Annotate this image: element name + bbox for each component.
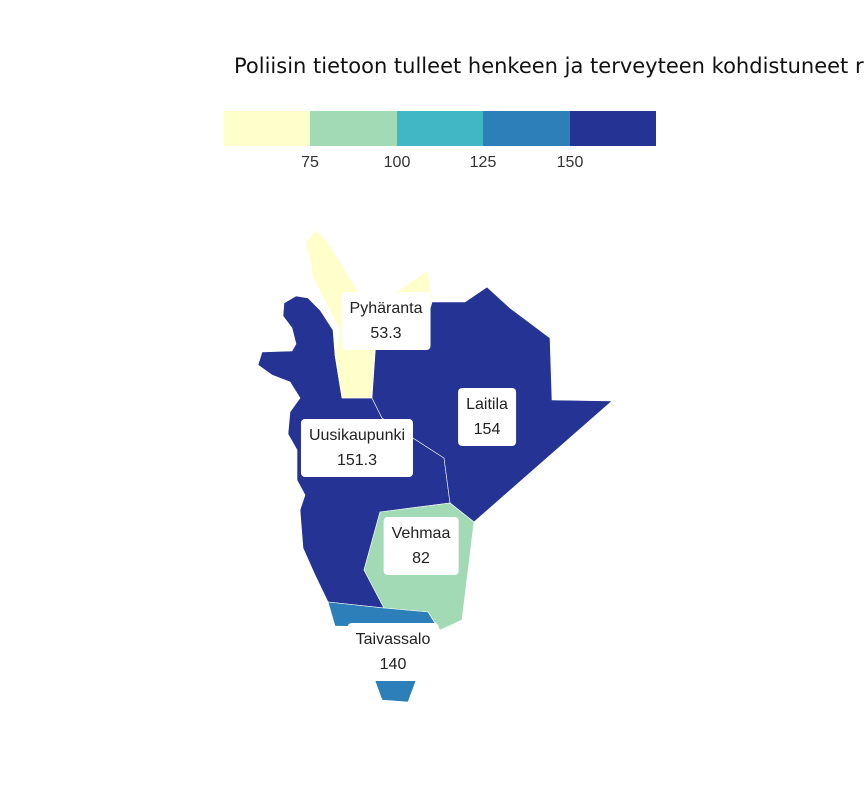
region-value: 140 [379,656,407,673]
region-taivassalo-south[interactable] [373,677,418,703]
region-value: 82 [412,550,430,567]
label-taivassalo: Taivassalo 140 [347,623,439,681]
legend-bar [224,111,657,146]
label-uusikaupunki: Uusikaupunki 151.3 [300,419,414,477]
legend-tick: 75 [301,154,319,171]
label-vehmaa: Vehmaa 82 [383,517,459,575]
map-title: Poliisin tietoon tulleet henkeen ja terv… [234,54,864,78]
label-laitila: Laitila 154 [458,388,516,446]
region-name: Uusikaupunki [308,427,406,444]
legend-swatch [396,111,484,146]
region-name: Laitila [466,396,508,413]
legend-swatch [310,111,397,146]
region-name: Vehmaa [391,525,451,542]
region-value: 154 [473,421,501,438]
region-name: Taivassalo [355,631,431,648]
legend-tick: 100 [383,154,411,171]
legend-tick: 125 [469,154,497,171]
legend-swatch [569,111,657,146]
label-pyharanta: Pyhäranta 53.3 [341,292,431,350]
legend-tick: 150 [556,154,584,171]
color-legend: 75 100 125 150 [224,111,657,181]
region-value: 151.3 [336,452,378,469]
region-name: Pyhäranta [349,300,423,317]
legend-swatch [224,111,311,146]
legend-swatch [483,111,570,146]
region-value: 53.3 [370,325,402,342]
